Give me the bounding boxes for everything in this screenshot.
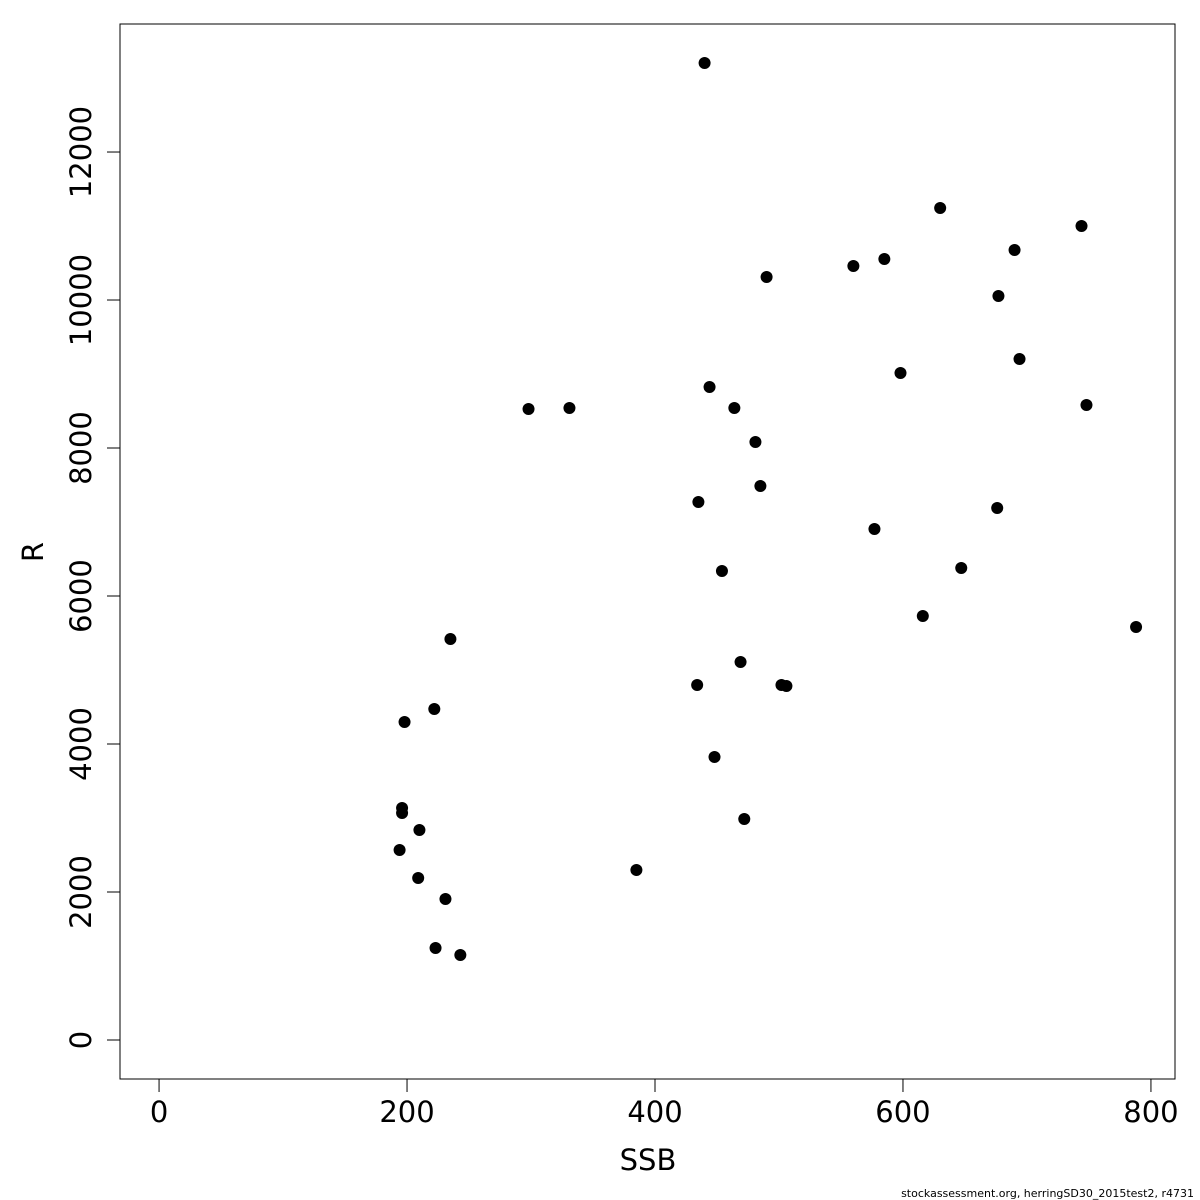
point — [429, 942, 442, 955]
point — [691, 679, 704, 692]
point — [412, 872, 425, 885]
point — [703, 381, 716, 394]
x-axis-label: SSB — [620, 1143, 677, 1177]
point — [692, 496, 705, 509]
y-tick-label: 6000 — [64, 559, 98, 633]
point — [760, 271, 773, 284]
point — [413, 823, 426, 836]
x-tick-label: 800 — [1123, 1095, 1178, 1129]
point — [780, 679, 793, 692]
point — [630, 864, 643, 877]
point — [698, 56, 711, 69]
point — [847, 260, 860, 273]
x-tick-label: 400 — [627, 1095, 682, 1129]
point — [1008, 243, 1021, 256]
point — [439, 893, 452, 906]
point — [734, 656, 747, 669]
y-tick-label: 10000 — [64, 254, 98, 346]
point — [749, 436, 762, 449]
point — [1080, 399, 1093, 412]
point — [398, 716, 411, 729]
point — [715, 564, 728, 577]
y-axis-label: R — [16, 542, 50, 562]
y-tick-label: 0 — [64, 1031, 98, 1049]
point — [1013, 352, 1026, 365]
point — [868, 523, 881, 536]
x-tick-label: 600 — [875, 1095, 930, 1129]
y-tick-label: 8000 — [64, 411, 98, 485]
x-tick-label: 200 — [379, 1095, 434, 1129]
y-tick-label: 12000 — [64, 106, 98, 198]
point — [754, 480, 767, 493]
y-tick-label: 4000 — [64, 707, 98, 781]
point — [992, 290, 1005, 303]
point — [444, 633, 457, 646]
point — [396, 806, 409, 819]
point — [738, 813, 751, 826]
point — [708, 751, 721, 764]
point — [1075, 220, 1088, 233]
footnote: stockassessment.org, herringSD30_2015tes… — [901, 1187, 1194, 1200]
point — [393, 843, 406, 856]
point — [916, 609, 929, 622]
point — [955, 562, 968, 575]
point — [934, 202, 947, 215]
point — [563, 401, 576, 414]
point — [728, 401, 741, 414]
point — [894, 366, 907, 379]
point — [991, 502, 1004, 515]
x-tick-label: 0 — [150, 1095, 168, 1129]
point — [428, 703, 441, 716]
point — [454, 948, 467, 961]
point — [878, 253, 891, 266]
y-tick-label: 2000 — [64, 855, 98, 929]
point — [1130, 621, 1143, 634]
plot-frame — [119, 23, 1176, 1080]
point — [522, 403, 535, 416]
